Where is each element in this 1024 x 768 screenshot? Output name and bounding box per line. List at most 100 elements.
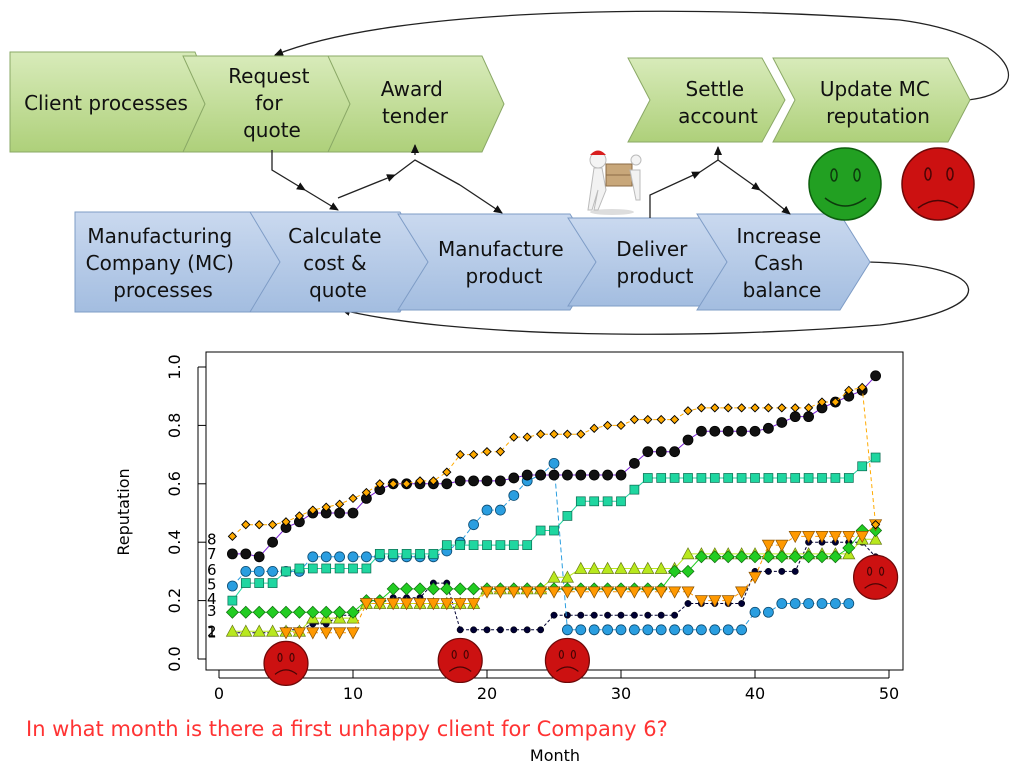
data-point [454, 475, 466, 487]
data-point [817, 397, 827, 407]
data-point [696, 425, 707, 437]
data-point [574, 561, 588, 574]
data-point [776, 473, 787, 483]
data-point [629, 457, 640, 469]
data-point [548, 457, 560, 469]
data-point [842, 541, 856, 555]
data-point [279, 605, 293, 619]
data-point [655, 624, 667, 636]
data-point [522, 432, 532, 442]
data-point [388, 549, 399, 559]
label-award-tender: Award tender [381, 77, 449, 128]
data-point [738, 600, 746, 607]
row-label: 7 [207, 545, 217, 563]
y-tick-label: 0.4 [165, 529, 184, 554]
data-point [306, 605, 320, 619]
data-point [803, 403, 814, 413]
sad-face-icon [263, 640, 309, 686]
data-point [590, 611, 598, 619]
data-point [615, 624, 627, 636]
chevron-manufacture-product [397, 213, 601, 311]
data-point [656, 414, 666, 425]
data-point [253, 551, 265, 563]
data-point [440, 598, 454, 611]
data-point [668, 586, 682, 599]
data-point [587, 561, 601, 574]
data-point [562, 469, 573, 481]
x-tick-label: 40 [745, 684, 765, 703]
data-point [683, 406, 693, 416]
data-point [870, 520, 881, 530]
data-point [857, 382, 867, 393]
data-point [495, 540, 506, 550]
data-point [709, 473, 720, 483]
data-point [456, 626, 464, 634]
data-point [535, 525, 546, 536]
data-point [428, 549, 439, 559]
data-point [627, 586, 641, 599]
data-point [657, 611, 665, 619]
reputation-loop-arrow [274, 10, 1010, 101]
data-point [361, 563, 372, 574]
data-point [643, 414, 653, 425]
data-point [577, 611, 585, 619]
data-point [227, 531, 238, 541]
data-point [254, 520, 264, 530]
data-point [587, 586, 601, 599]
data-point [750, 473, 760, 483]
sad-markers [263, 554, 899, 686]
data-point [749, 425, 761, 437]
data-point [683, 473, 693, 483]
data-point [560, 586, 574, 599]
row-label: 3 [207, 602, 217, 620]
data-point [723, 403, 733, 413]
data-point [641, 561, 655, 574]
data-point [348, 493, 358, 504]
data-point [736, 425, 747, 437]
data-point [510, 626, 518, 634]
data-point [252, 624, 266, 637]
data-point [240, 548, 252, 560]
y-tick-label: 0.8 [165, 413, 184, 438]
label-mc-processes: Manufacturing Company (MC) processes [86, 224, 241, 302]
data-point [266, 624, 280, 637]
data-point [453, 598, 467, 611]
data-point [588, 624, 600, 636]
data-point [668, 564, 682, 578]
data-point [508, 490, 520, 501]
data-point [644, 611, 652, 619]
data-point [307, 551, 319, 563]
data-point [696, 624, 707, 636]
data-point [775, 550, 789, 564]
data-point [764, 567, 772, 575]
row-label: 4 [207, 590, 217, 608]
data-point [803, 473, 814, 483]
data-point [681, 564, 695, 578]
data-point [428, 476, 439, 486]
data-point [468, 449, 479, 460]
data-point [319, 605, 333, 619]
data-point [684, 600, 692, 607]
data-point [736, 624, 747, 636]
data-point [426, 598, 440, 611]
data-point [830, 473, 841, 483]
row-label: 5 [207, 576, 217, 594]
data-point [642, 473, 653, 483]
data-point [373, 598, 387, 611]
data-point [481, 504, 493, 516]
data-point [736, 403, 747, 413]
data-point [575, 624, 587, 636]
data-point [267, 566, 279, 577]
data-point [709, 425, 721, 437]
data-point [671, 611, 679, 619]
data-point [537, 626, 545, 634]
data-point [334, 563, 345, 574]
data-point [482, 447, 492, 457]
row-label: 8 [207, 530, 217, 548]
data-point [267, 536, 279, 548]
data-point [642, 446, 654, 458]
series-7 [226, 370, 881, 563]
data-point [842, 531, 856, 544]
chevron-update-mc-reputation [772, 57, 971, 143]
